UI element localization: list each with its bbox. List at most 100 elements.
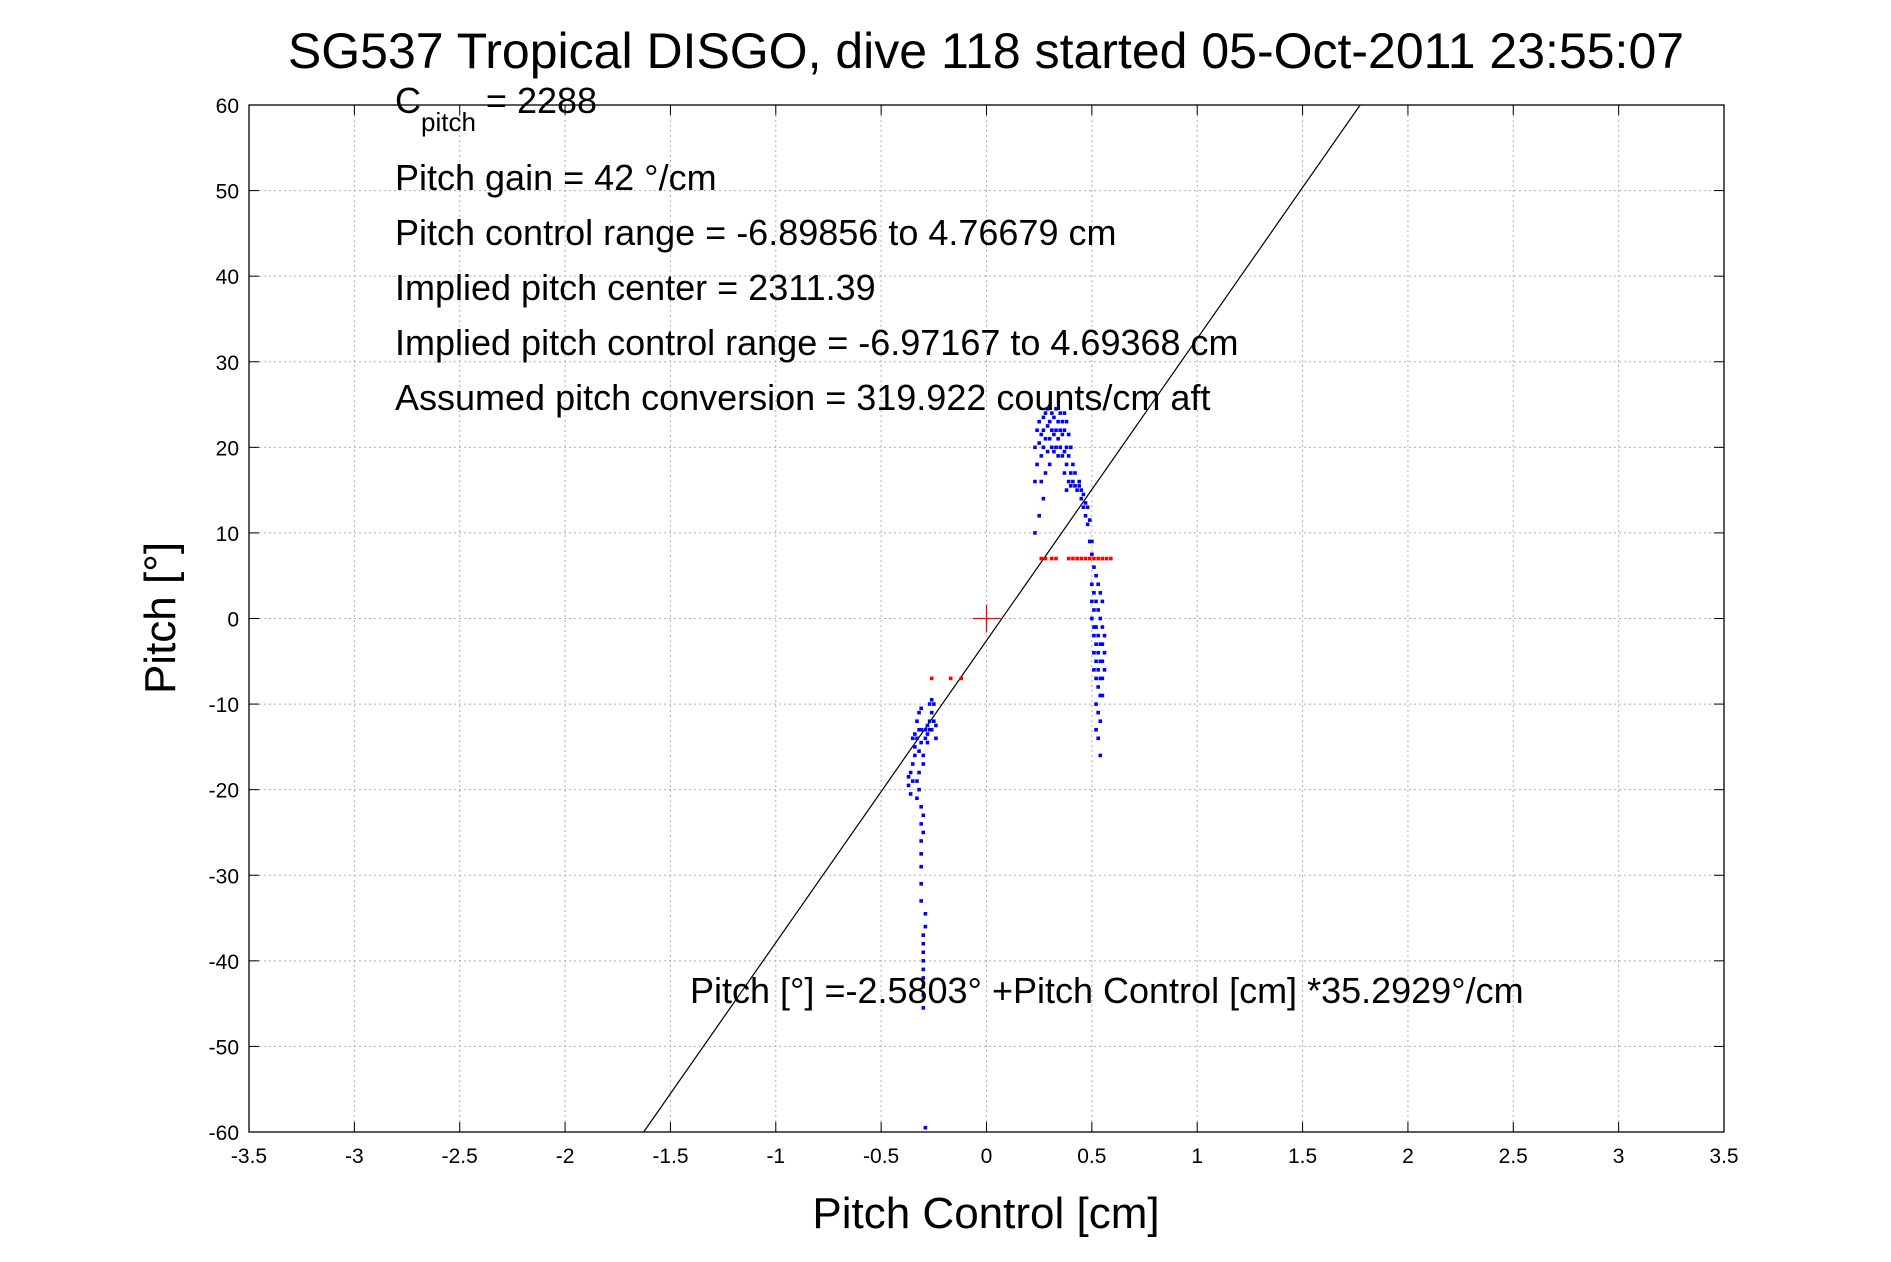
- red-data-point: [1066, 556, 1071, 561]
- y-axis-label: Pitch [°]: [136, 542, 185, 694]
- blue-data-point: [913, 745, 917, 749]
- blue-data-point: [915, 779, 919, 783]
- blue-data-point: [1090, 616, 1094, 621]
- blue-data-point: [1062, 449, 1067, 454]
- fit-line-group: [643, 104, 1361, 1133]
- blue-data-point: [1041, 415, 1046, 420]
- red-data-point: [1087, 556, 1092, 561]
- blue-data-point: [1062, 471, 1067, 475]
- blue-data-point: [1058, 428, 1063, 433]
- blue-data-point: [1087, 539, 1092, 544]
- y-tick-label: 40: [216, 266, 239, 289]
- blue-data-point: [1052, 432, 1056, 437]
- blue-data-point: [1054, 407, 1058, 411]
- blue-data-point: [1058, 411, 1063, 415]
- blue-data-point: [1052, 415, 1056, 420]
- blue-data-point: [1037, 419, 1041, 424]
- blue-data-point: [1073, 471, 1077, 475]
- blue-data-point: [1064, 488, 1069, 492]
- blue-data-point: [1068, 445, 1073, 450]
- red-data-point: [948, 676, 953, 681]
- blue-data-point: [1047, 436, 1052, 441]
- blue-data-point: [1096, 608, 1100, 612]
- x-tick-label: -0.5: [863, 1145, 899, 1168]
- blue-data-point: [1098, 753, 1103, 758]
- chart-title: SG537 Tropical DISGO, dive 118 started 0…: [288, 23, 1684, 79]
- blue-data-point: [1033, 445, 1037, 450]
- blue-data-point: [917, 749, 921, 753]
- blue-data-point: [929, 710, 934, 715]
- y-tick-label: 30: [216, 352, 239, 375]
- blue-data-point: [1092, 625, 1096, 629]
- blue-data-point: [919, 882, 923, 886]
- blue-data-point: [1062, 428, 1067, 433]
- x-axis-label: Pitch Control [cm]: [812, 1189, 1159, 1238]
- blue-data-point: [1071, 462, 1075, 467]
- blue-data-point: [934, 723, 938, 728]
- x-tick-label: 2: [1402, 1145, 1414, 1168]
- x-tick-label: 3.5: [1709, 1145, 1738, 1168]
- red-data-point: [1083, 556, 1088, 561]
- pitch-conversion-annotation: Assumed pitch conversion = 319.922 count…: [395, 377, 1210, 418]
- blue-data-point: [1068, 484, 1073, 488]
- blue-data-point: [906, 783, 911, 788]
- blue-data-point: [1096, 650, 1100, 655]
- blue-data-point: [1090, 599, 1094, 604]
- blue-data-point: [1098, 659, 1103, 664]
- blue-data-point: [1039, 454, 1044, 458]
- blue-data-point: [927, 719, 932, 723]
- blue-data-point: [921, 959, 926, 963]
- blue-data-point: [1043, 436, 1048, 441]
- blue-data-point: [917, 727, 921, 732]
- blue-data-point: [921, 993, 926, 997]
- blue-data-point: [1062, 411, 1067, 415]
- blue-data-point: [1102, 668, 1107, 672]
- blue-data-point: [1087, 518, 1092, 522]
- blue-data-point: [1096, 685, 1100, 689]
- blue-data-point: [1064, 419, 1069, 424]
- blue-data-point: [910, 736, 915, 741]
- blue-data-point: [923, 1125, 928, 1130]
- y-tick-label: 50: [216, 181, 239, 204]
- axis-ticks: -3.5 -3 -2.5 -2 -1.5 -1 -0.5 0 0.5 1 1.5 2 2.5 3 3.5 -6…: [209, 95, 1739, 1168]
- y-tick-label: 10: [216, 523, 239, 546]
- blue-data-point: [925, 723, 930, 728]
- blue-data-point: [927, 727, 932, 732]
- blue-data-point: [917, 787, 921, 792]
- x-tick-label: 0.5: [1077, 1145, 1106, 1168]
- blue-data-point: [934, 736, 938, 741]
- blue-data-point: [932, 719, 936, 723]
- blue-data-point: [1096, 736, 1100, 741]
- blue-data-point: [1041, 445, 1046, 450]
- blue-data-point: [906, 775, 911, 779]
- blue-data-point: [1052, 449, 1056, 454]
- blue-data-point: [921, 830, 926, 835]
- blue-data-point: [1043, 471, 1048, 475]
- blue-data-point: [915, 796, 919, 801]
- blue-data-point: [908, 770, 913, 775]
- red-data-point: [1071, 556, 1075, 561]
- blue-data-point: [1056, 419, 1060, 424]
- blue-data-point: [929, 727, 934, 732]
- blue-data-point: [925, 740, 930, 745]
- y-tick-label: 0: [227, 609, 239, 632]
- blue-data-point: [1077, 484, 1082, 488]
- blue-data-point: [1056, 436, 1060, 441]
- blue-data-point: [919, 839, 923, 843]
- blue-data-point: [921, 950, 926, 955]
- blue-data-point: [915, 719, 919, 723]
- blue-data-point: [1045, 449, 1050, 454]
- blue-data-point: [1054, 445, 1058, 450]
- x-tick-label: -1.5: [652, 1145, 688, 1168]
- blue-data-point: [1098, 616, 1103, 621]
- blue-data-point: [923, 911, 928, 916]
- blue-data-point: [1056, 454, 1060, 458]
- x-tick-label: 2.5: [1499, 1145, 1528, 1168]
- blue-data-point: [919, 727, 923, 732]
- blue-data-point: [919, 706, 923, 711]
- blue-data-point: [917, 770, 921, 775]
- blue-data-point: [1092, 668, 1096, 672]
- blue-data-point: [1060, 419, 1065, 424]
- blue-data-point: [1083, 501, 1088, 505]
